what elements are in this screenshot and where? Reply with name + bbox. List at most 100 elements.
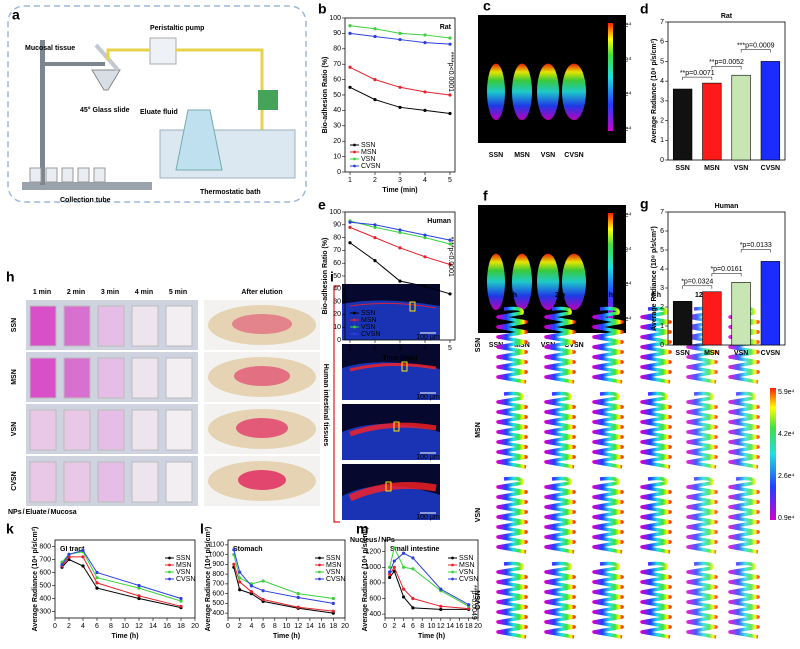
legend-label: VSN — [361, 324, 375, 331]
zoom-box — [401, 361, 408, 372]
data-point — [411, 596, 415, 601]
intestine-signal — [592, 306, 624, 384]
series-line — [233, 554, 334, 599]
panel-letter: f — [483, 188, 488, 204]
data-point — [402, 595, 406, 599]
annotation: Eluate fluid — [140, 109, 178, 116]
series-line — [389, 546, 469, 607]
tissue-signal — [537, 253, 559, 310]
data-point — [60, 563, 64, 567]
data-point — [423, 33, 427, 37]
y-tick-label: 400 — [39, 595, 51, 602]
tissue-signal — [512, 253, 532, 310]
data-point — [388, 572, 392, 576]
chart-title: Rat — [440, 24, 452, 31]
legend-label: / — [378, 537, 380, 544]
plot-frame — [667, 211, 786, 346]
column-label: 12 h — [695, 292, 709, 299]
colorbar-label: 0.9e⁴ — [615, 316, 632, 323]
group-label: VSN — [541, 152, 555, 159]
panel-letter: b — [318, 1, 327, 17]
legend-label: SSN — [361, 142, 375, 149]
panel-letter: m — [356, 521, 368, 537]
colorbar-label: 4.2e⁴ — [778, 431, 795, 438]
significance-bracket — [740, 49, 771, 53]
y-tick-label: 400 — [369, 611, 381, 618]
data-point — [373, 236, 377, 240]
y-tick-label: 0 — [660, 342, 664, 349]
data-point — [388, 570, 392, 574]
data-point — [331, 601, 335, 605]
collection-tube — [29, 167, 42, 183]
data-point — [411, 606, 415, 610]
bracket — [333, 285, 340, 523]
series-line — [61, 558, 182, 609]
x-axis-label: Time (min) — [382, 187, 417, 194]
data-point — [398, 230, 402, 235]
data-point — [388, 575, 392, 580]
y-tick-label: 7 — [660, 209, 664, 216]
data-point — [296, 605, 300, 609]
data-point — [423, 108, 427, 112]
colorbar-label: 5.9e⁴ — [615, 212, 632, 219]
y-tick-label: 700 — [39, 556, 51, 563]
y-tick-label: 700 — [212, 581, 224, 588]
legend-marker — [451, 556, 454, 560]
y-tick-label: 100 — [329, 209, 341, 216]
legend-label: VSN — [361, 156, 375, 163]
data-point — [232, 562, 236, 566]
row-label: SSN — [11, 318, 18, 332]
legend-label: CVSN — [326, 576, 345, 583]
x-tick-label: 14 — [306, 623, 314, 630]
intestine-signal — [496, 476, 528, 554]
legend-label: MSN — [176, 562, 192, 569]
bar — [731, 74, 751, 161]
collection-tube — [45, 167, 58, 183]
data-point — [179, 604, 183, 608]
data-point — [261, 589, 265, 593]
image-label: Human — [576, 216, 600, 223]
x-tick-label: 20 — [341, 623, 349, 630]
intestine-signal — [544, 561, 576, 639]
data-point — [296, 595, 300, 600]
x-tick-label: 8 — [420, 623, 424, 630]
legend-marker — [168, 570, 171, 574]
y-tick-label: 2 — [660, 304, 664, 311]
annotation: Peristaltic pump — [150, 25, 204, 32]
data-point — [439, 607, 443, 612]
x-tick-label: 4 — [249, 623, 253, 630]
panel-letter: g — [640, 196, 649, 212]
annotation: ***p=0.0009 — [737, 42, 775, 49]
nucleus-stain — [342, 424, 440, 460]
intestine-signal — [686, 476, 718, 554]
row-label: VSN — [475, 508, 482, 522]
cuvette — [131, 461, 159, 503]
cuvette — [165, 461, 193, 503]
x-tick-label: 2 — [392, 623, 396, 630]
scale-label: 100 μm — [416, 514, 440, 521]
scale-label: 100 μm — [416, 334, 440, 341]
y-tick-label: 50 — [333, 273, 341, 280]
colorbar-label: 5.9e⁴ — [615, 22, 632, 29]
y-axis-label: Bio-adhesion Ratio (%) — [322, 238, 329, 315]
annotation: ****p<0.0001 — [447, 52, 454, 92]
intestine-signal — [592, 391, 624, 469]
data-point — [448, 242, 452, 246]
x-tick-label: 16 — [163, 623, 171, 630]
annotation: *p=0.0161 — [710, 266, 742, 273]
row-label: VSN — [11, 422, 18, 436]
y-tick-label: 10 — [333, 324, 341, 331]
group-label: SSN — [489, 342, 503, 349]
series-line — [349, 66, 451, 96]
x-tick-label: 0 — [226, 623, 230, 630]
legend-marker — [168, 577, 171, 581]
y-tick-label: 70 — [333, 61, 341, 68]
data-point — [423, 233, 427, 237]
annotation: *p=0.0133 — [740, 242, 772, 249]
y-axis-label: Average Radiance (10⁴ p/s/cm²) — [362, 527, 369, 632]
data-point — [296, 592, 300, 596]
intestine-signal — [640, 306, 672, 384]
x-tick-label: MSN — [704, 165, 720, 172]
annotation: Mucosal tissue — [25, 45, 75, 52]
